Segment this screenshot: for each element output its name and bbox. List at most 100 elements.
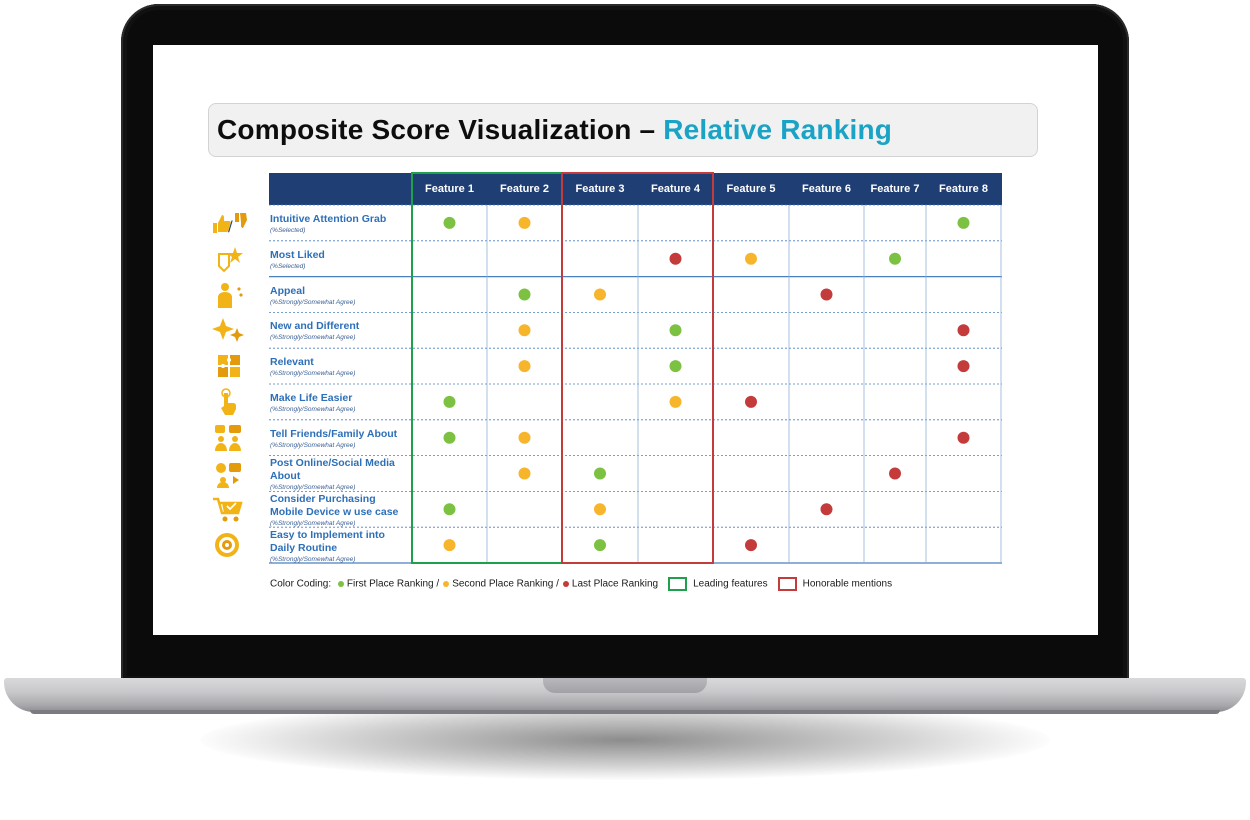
- shopping-cart-icon: [211, 495, 247, 523]
- legend-leading-label: Leading features: [693, 578, 768, 590]
- ranking-dot-second: [518, 216, 531, 229]
- ranking-dot-first: [594, 539, 606, 552]
- row-label-sub: (%Strongly/Somewhat Agree): [270, 405, 356, 413]
- row-label: Easy to Implement into Daily Routine (%St…: [270, 529, 410, 564]
- row-label: Appeal (%Strongly/Somewhat Agree): [270, 285, 410, 307]
- row-label-sub: (%Selected): [270, 226, 306, 234]
- legend-first-dot: [337, 581, 344, 587]
- row-label-main: Easy to Implement into Daily Routine: [270, 528, 385, 554]
- row-label-sub: (%Selected): [270, 262, 306, 270]
- ranking-dot-first: [957, 216, 970, 229]
- ranking-dot-last: [957, 360, 970, 373]
- title-box: Composite Score Visualization – Relative…: [208, 103, 1038, 157]
- laptop-base-lip: [30, 710, 1220, 714]
- row-label: Intuitive Attention Grab (%Selected): [270, 213, 410, 235]
- ranking-dot-first: [889, 252, 901, 265]
- ranking-dot-second: [745, 252, 757, 265]
- legend-last-label: Last Place Ranking: [571, 578, 659, 590]
- ranking-grid: [269, 172, 1002, 564]
- legend-prefix: Color Coding:: [270, 578, 334, 590]
- people-talking-icon: [211, 424, 247, 452]
- ranking-dot-second: [443, 539, 456, 552]
- legend-second-dot: [443, 581, 450, 587]
- legend-leading-box: [668, 577, 688, 591]
- ranking-dot-second: [594, 288, 606, 301]
- row-label-main: Most Liked: [270, 248, 325, 261]
- ranking-dot-last: [745, 539, 757, 552]
- row-label-sub: (%Strongly/Somewhat Agree): [270, 441, 356, 449]
- sparkle-icon: [211, 316, 247, 344]
- legend-first-label: First Place Ranking /: [346, 578, 440, 590]
- row-label-sub: (%Strongly/Somewhat Agree): [270, 334, 356, 342]
- social-media-icon: [211, 460, 247, 488]
- column-header: Feature 5: [726, 183, 776, 195]
- legend-second-label: Second Place Ranking /: [452, 578, 559, 590]
- ranking-dot-second: [518, 360, 531, 373]
- row-label-sub: (%Strongly/Somewhat Agree): [270, 555, 356, 563]
- column-header: Feature 4: [651, 183, 700, 195]
- row-label-main: Make Life Easier: [270, 391, 353, 404]
- slide-title: Composite Score Visualization – Relative…: [217, 114, 892, 146]
- column-header: Feature 2: [500, 183, 549, 195]
- ranking-dot-second: [594, 503, 606, 516]
- column-header: Feature 1: [425, 183, 474, 195]
- hand-tap-icon: [211, 388, 247, 416]
- column-header: Feature 3: [575, 183, 625, 195]
- heart-star-icon: [211, 245, 247, 273]
- legend-honorable-box: [777, 577, 797, 591]
- title-main: Composite Score Visualization –: [217, 114, 664, 145]
- person-hearts-icon: [211, 281, 247, 309]
- ranking-dot-first: [518, 288, 531, 301]
- column-header: Feature 7: [870, 183, 920, 195]
- row-label-main: Intuitive Attention Grab: [270, 212, 387, 225]
- ranking-dot-last: [957, 324, 970, 337]
- puzzle-icon: [211, 352, 247, 380]
- ranking-dot-last: [820, 503, 833, 516]
- ranking-dot-first: [594, 467, 606, 480]
- svg-text:/: /: [228, 219, 233, 235]
- row-label-main: Consider Purchasing Mobile Device w use …: [270, 492, 399, 518]
- ranking-dot-first: [669, 324, 682, 337]
- row-label: Post Online/Social Media About (%Strongly…: [270, 457, 410, 492]
- row-label-sub: (%Strongly/Somewhat Agree): [270, 519, 356, 527]
- row-label: New and Different (%Strongly/Somewhat Agr…: [270, 320, 410, 342]
- table-header-bar: [269, 173, 1002, 205]
- row-label: Consider Purchasing Mobile Device w use …: [270, 493, 410, 528]
- highlight-box-honorable: [561, 172, 714, 564]
- row-label-main: Appeal: [270, 284, 306, 297]
- ranking-dot-first: [443, 503, 456, 516]
- ranking-dot-last: [820, 288, 833, 301]
- legend: Color Coding: First Place Ranking / Secon…: [270, 577, 892, 591]
- row-label: Tell Friends/Family About (%Strongly/Some…: [270, 428, 410, 450]
- ranking-dot-second: [518, 467, 531, 480]
- column-header: Feature 6: [802, 183, 851, 195]
- row-label: Make Life Easier (%Strongly/Somewhat Agre…: [270, 392, 410, 414]
- ranking-dot-second: [518, 324, 531, 337]
- ranking-dot-second: [518, 431, 531, 444]
- row-label-main: Post Online/Social Media About: [270, 457, 395, 482]
- ranking-dot-first: [443, 395, 456, 408]
- row-label: Most Liked (%Selected): [270, 249, 410, 271]
- head-gears-icon: [211, 531, 247, 559]
- thumbs-up-down-icon: /: [211, 209, 247, 237]
- laptop-notch: [543, 678, 707, 693]
- ranking-dot-last: [957, 431, 970, 444]
- row-label-sub: (%Strongly/Somewhat Agree): [270, 298, 356, 306]
- column-header: Feature 8: [939, 183, 988, 195]
- ranking-dot-first: [443, 431, 456, 444]
- ranking-dot-last: [889, 467, 901, 480]
- ranking-dot-last: [745, 395, 757, 408]
- ranking-dot-first: [669, 360, 682, 373]
- ranking-dot-second: [669, 395, 682, 408]
- title-accent: Relative Ranking: [663, 114, 893, 145]
- row-label-main: New and Different: [270, 320, 360, 333]
- row-label: Relevant (%Strongly/Somewhat Agree): [270, 356, 410, 378]
- legend-honorable-label: Honorable mentions: [802, 578, 893, 590]
- ranking-dot-first: [443, 216, 456, 229]
- legend-last-dot: [562, 581, 569, 587]
- row-label-main: Tell Friends/Family About: [270, 427, 398, 440]
- ranking-dot-last: [669, 252, 682, 265]
- row-label-sub: (%Strongly/Somewhat Agree): [270, 484, 356, 491]
- row-label-sub: (%Strongly/Somewhat Agree): [270, 370, 356, 378]
- laptop-screen: Composite Score Visualization – Relative…: [153, 45, 1098, 635]
